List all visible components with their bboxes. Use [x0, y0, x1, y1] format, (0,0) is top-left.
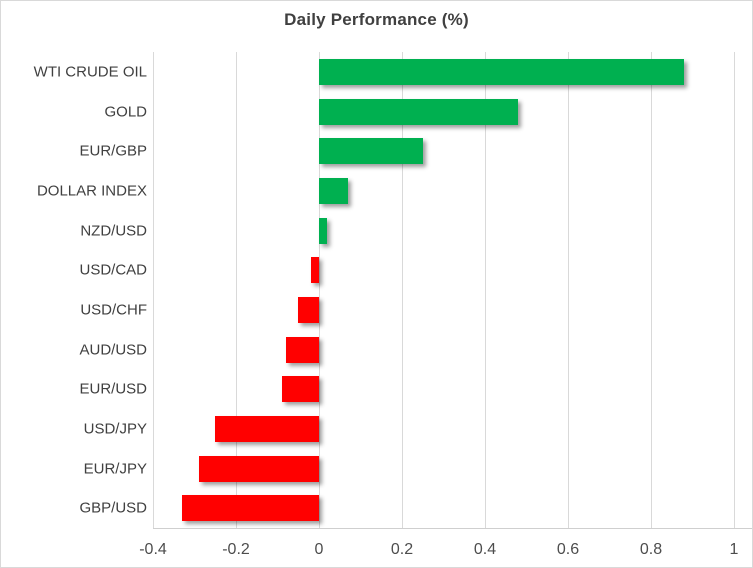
- chart-title: Daily Performance (%): [284, 10, 469, 29]
- category-label: EUR/JPY: [83, 460, 147, 477]
- x-tick-label: 0: [314, 541, 324, 558]
- x-tick-label: 1: [729, 541, 739, 558]
- gridline: [733, 52, 735, 528]
- bar-nzd-usd: [319, 217, 328, 244]
- bar-dollar-index: [319, 177, 349, 204]
- category-label: EUR/GBP: [79, 142, 147, 160]
- plot-area: [152, 52, 735, 528]
- gridline: [401, 52, 403, 528]
- category-label: USD/JPY: [83, 420, 147, 438]
- gridline: [235, 52, 237, 528]
- x-tick-label: 0.8: [639, 541, 663, 558]
- category-label: USD/CAD: [79, 261, 147, 279]
- bar-eur-jpy: [198, 455, 319, 482]
- x-tick-label: 0.4: [473, 541, 497, 558]
- x-axis-line: [153, 528, 752, 529]
- category-label: GBP/USD: [79, 499, 147, 517]
- bar-usd-jpy: [215, 415, 319, 442]
- bar-eur-gbp: [319, 138, 423, 165]
- x-tick-label: -0.4: [139, 541, 167, 558]
- gridline: [650, 52, 652, 528]
- bar-wti-crude-oil: [319, 58, 685, 85]
- x-tick-label: 0.6: [556, 541, 580, 558]
- category-label: AUD/USD: [79, 341, 147, 358]
- bar-eur-usd: [281, 376, 319, 403]
- gridline: [484, 52, 486, 528]
- bar-aud-usd: [285, 336, 319, 363]
- category-label: GOLD: [104, 103, 147, 120]
- x-tick-label: 0.2: [390, 541, 414, 558]
- gridline: [152, 52, 154, 528]
- category-label: WTI CRUDE OIL: [33, 63, 147, 81]
- gridline: [318, 52, 320, 528]
- category-label: USD/CHF: [80, 301, 147, 319]
- bar-gold: [319, 98, 519, 125]
- category-label: EUR/USD: [79, 380, 147, 398]
- bar-gbp-usd: [182, 495, 319, 522]
- category-label: NZD/USD: [80, 222, 147, 239]
- bar-usd-cad: [310, 257, 319, 284]
- x-tick-label: -0.2: [222, 541, 250, 558]
- gridline: [567, 52, 569, 528]
- bar-usd-chf: [298, 296, 319, 323]
- category-label: DOLLAR INDEX: [36, 182, 147, 200]
